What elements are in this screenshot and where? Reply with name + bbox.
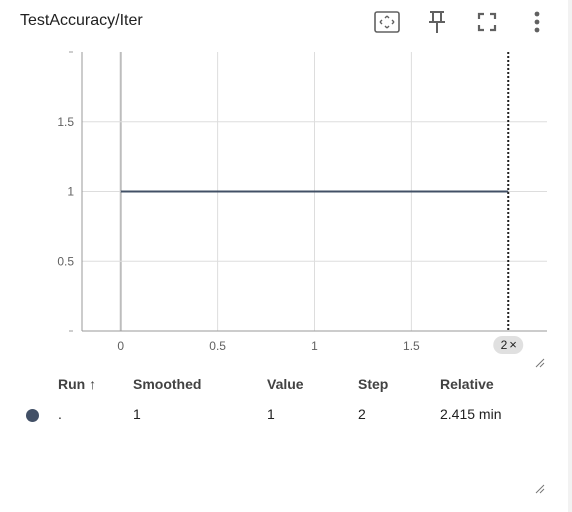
y-tick-labels: 0.5 1 1.5: [57, 115, 74, 269]
cell-value: 1: [267, 406, 275, 422]
fullscreen-button[interactable]: [473, 8, 501, 36]
more-vert-icon: [534, 11, 540, 33]
y-tick-label: 0.5: [57, 254, 74, 268]
y-tick-marks: [69, 51, 73, 332]
y-tick-label: 1: [67, 185, 74, 199]
line-chart[interactable]: 0 0.5 1 1.5 0.5 1 1.5 2 ×: [0, 0, 568, 372]
cell-run: .: [58, 406, 62, 422]
fit-domain-icon: [374, 11, 400, 33]
chart-resize-icon[interactable]: [535, 358, 545, 368]
x-tick-label: 0: [117, 339, 124, 353]
card-title: TestAccuracy/Iter: [20, 12, 143, 29]
x-tick-label: 0.5: [209, 339, 226, 353]
more-options-button[interactable]: [523, 8, 551, 36]
column-header-step[interactable]: Step: [358, 376, 389, 392]
column-header-run[interactable]: Run ↑: [58, 376, 97, 392]
column-header-value[interactable]: Value: [267, 376, 304, 392]
cell-step: 2: [358, 406, 366, 422]
x-tick-label: 1: [311, 339, 318, 353]
cell-relative: 2.415 min: [440, 406, 502, 422]
x-tick-label: 1.5: [403, 339, 420, 353]
cursor-chip-background: [493, 336, 524, 354]
panel-edge: [568, 0, 572, 512]
column-header-relative[interactable]: Relative: [440, 376, 494, 392]
pin-button[interactable]: [423, 8, 451, 36]
x-tick-labels: 0 0.5 1 1.5: [117, 339, 420, 353]
card-resize-icon[interactable]: [534, 482, 546, 494]
cursor-chip-close-icon[interactable]: ×: [509, 337, 517, 352]
pin-icon: [429, 11, 445, 33]
fit-domain-button[interactable]: [373, 8, 401, 36]
fullscreen-icon: [477, 12, 497, 32]
cursor-chip[interactable]: 2 ×: [493, 336, 524, 354]
column-header-smoothed[interactable]: Smoothed: [133, 376, 202, 392]
run-color-dot: [26, 409, 39, 422]
cell-smoothed: 1: [133, 406, 141, 422]
cursor-chip-label: 2: [501, 338, 508, 352]
y-tick-label: 1.5: [57, 115, 74, 129]
